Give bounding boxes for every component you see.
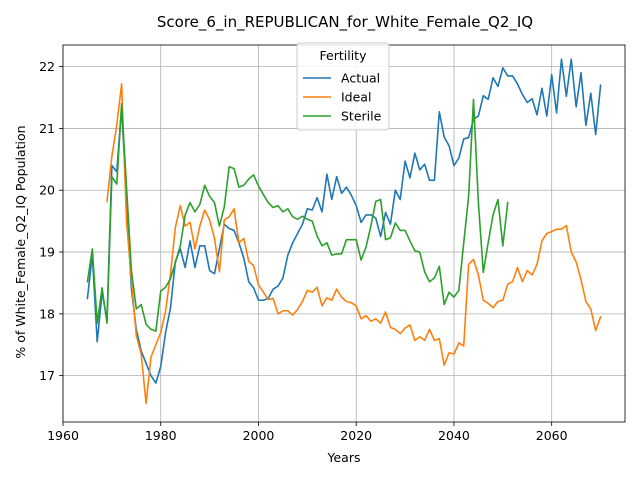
y-tick-label: 21 xyxy=(39,121,55,136)
y-axis: 17 18 19 20 21 22 xyxy=(39,59,63,383)
y-tick-label: 22 xyxy=(39,59,55,74)
x-tick-label: 2000 xyxy=(243,428,275,443)
legend-label-sterile: Sterile xyxy=(341,109,382,124)
y-tick-label: 17 xyxy=(39,368,55,383)
x-axis-label: Years xyxy=(327,450,361,465)
x-tick-label: 2060 xyxy=(536,428,568,443)
legend-label-actual: Actual xyxy=(341,71,380,86)
x-axis: 1960 1980 2000 2020 2040 2060 xyxy=(47,422,568,443)
legend-items: Actual Ideal Sterile xyxy=(303,71,382,124)
y-tick-label: 18 xyxy=(39,306,55,321)
series-line-actual xyxy=(86,58,602,384)
legend-box xyxy=(296,42,390,131)
y-axis-label: % of White_Female_Q2_IQ Population xyxy=(13,125,28,358)
legend: Fertility Actual Ideal Sterile xyxy=(296,42,390,131)
legend-label-ideal: Ideal xyxy=(341,90,371,105)
y-tick-label: 19 xyxy=(39,245,55,260)
chart-title: Score_6_in_REPUBLICAN_for_White_Female_Q… xyxy=(157,13,533,32)
y-tick-label: 20 xyxy=(39,183,55,198)
x-tick-label: 1980 xyxy=(145,428,177,443)
legend-title: Fertility xyxy=(320,48,368,63)
x-tick-label: 1960 xyxy=(47,428,79,443)
x-tick-label: 2040 xyxy=(438,428,470,443)
series-line-sterile xyxy=(86,98,509,332)
series-layer xyxy=(86,58,602,405)
series-line-ideal xyxy=(106,83,602,405)
x-tick-label: 2020 xyxy=(340,428,372,443)
